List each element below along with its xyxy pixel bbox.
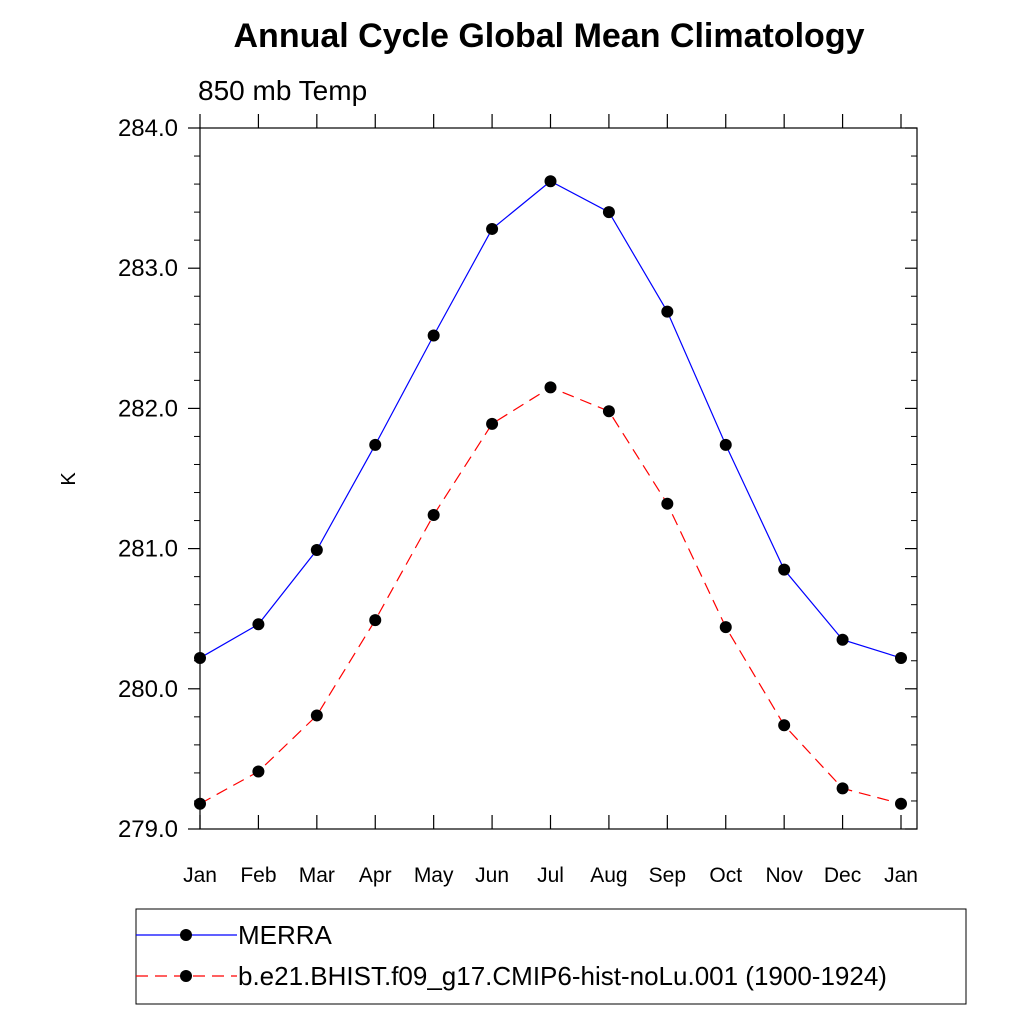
x-tick-label: Jul bbox=[537, 864, 564, 887]
series-0-point bbox=[895, 651, 907, 664]
series-layer bbox=[194, 175, 907, 810]
legend-label-0: MERRA bbox=[238, 920, 333, 950]
x-tick-label: Mar bbox=[299, 864, 335, 887]
series-0-point bbox=[427, 329, 440, 342]
series-0-point bbox=[602, 206, 615, 219]
x-tick-label: Dec bbox=[824, 864, 861, 887]
y-tick-label: 280.0 bbox=[118, 676, 178, 703]
legend-marker-0 bbox=[180, 929, 192, 941]
series-1-point bbox=[661, 497, 674, 510]
series-1-point bbox=[194, 797, 206, 810]
y-tick-label: 281.0 bbox=[118, 536, 178, 563]
legend-marker-1 bbox=[180, 970, 192, 982]
y-axis-label: K bbox=[58, 472, 80, 486]
x-tick-label: Apr bbox=[359, 864, 392, 887]
series-1-point bbox=[310, 709, 323, 722]
x-tick-label: Nov bbox=[765, 864, 803, 887]
series-0-point bbox=[719, 438, 732, 451]
series-0-point bbox=[661, 305, 674, 318]
series-0-point bbox=[369, 438, 382, 451]
series-0-point bbox=[252, 618, 265, 631]
x-tick-label: Aug bbox=[590, 864, 627, 887]
series-1-point bbox=[486, 417, 499, 430]
y-tick-label: 279.0 bbox=[118, 816, 178, 843]
y-axis: 279.0 280.0 281.0 282.0 283.0 284.0 bbox=[118, 115, 917, 843]
y-tick-label: 282.0 bbox=[118, 395, 178, 422]
legend-frame bbox=[135, 908, 967, 1005]
x-tick-label: May bbox=[414, 864, 454, 887]
series-1-point bbox=[252, 765, 265, 778]
x-tick-label: Feb bbox=[240, 864, 276, 887]
legend: MERRA b.e21.BHIST.f09_g17.CMIP6-hist-noLu… bbox=[136, 920, 887, 991]
x-tick-label: Sep bbox=[649, 864, 686, 887]
chart-title: Annual Cycle Global Mean Climatology bbox=[234, 17, 865, 55]
legend-label-1: b.e21.BHIST.f09_g17.CMIP6-hist-noLu.001 … bbox=[238, 961, 887, 991]
series-1-point bbox=[544, 381, 557, 394]
series-1-point bbox=[719, 621, 732, 634]
series-1-point bbox=[836, 782, 849, 795]
series-1-point bbox=[895, 797, 907, 810]
x-tick-label: Jan bbox=[183, 864, 217, 887]
series-1-point bbox=[427, 508, 440, 521]
series-1-point bbox=[602, 405, 615, 418]
series-0-point bbox=[194, 651, 206, 664]
plot-frame bbox=[199, 127, 918, 830]
series-0-point bbox=[544, 175, 557, 188]
chart-subtitle: 850 mb Temp bbox=[198, 75, 367, 106]
x-axis: Jan Feb Mar Apr May Jun Jul Aug Sep Oct Nov Dec Jan bbox=[183, 114, 918, 887]
y-tick-label: 284.0 bbox=[118, 115, 178, 142]
series-line-0 bbox=[199, 180, 902, 659]
series-1-point bbox=[369, 614, 382, 627]
series-1-point bbox=[778, 719, 791, 732]
y-tick-label: 283.0 bbox=[118, 255, 178, 282]
x-tick-label: Jan bbox=[884, 864, 918, 887]
series-line-1 bbox=[199, 386, 902, 805]
x-tick-label: Oct bbox=[709, 864, 742, 887]
series-0-point bbox=[778, 563, 791, 576]
series-0-point bbox=[486, 222, 499, 235]
series-0-point bbox=[310, 544, 323, 557]
x-tick-label: Jun bbox=[475, 864, 509, 887]
series-0-point bbox=[836, 633, 849, 646]
